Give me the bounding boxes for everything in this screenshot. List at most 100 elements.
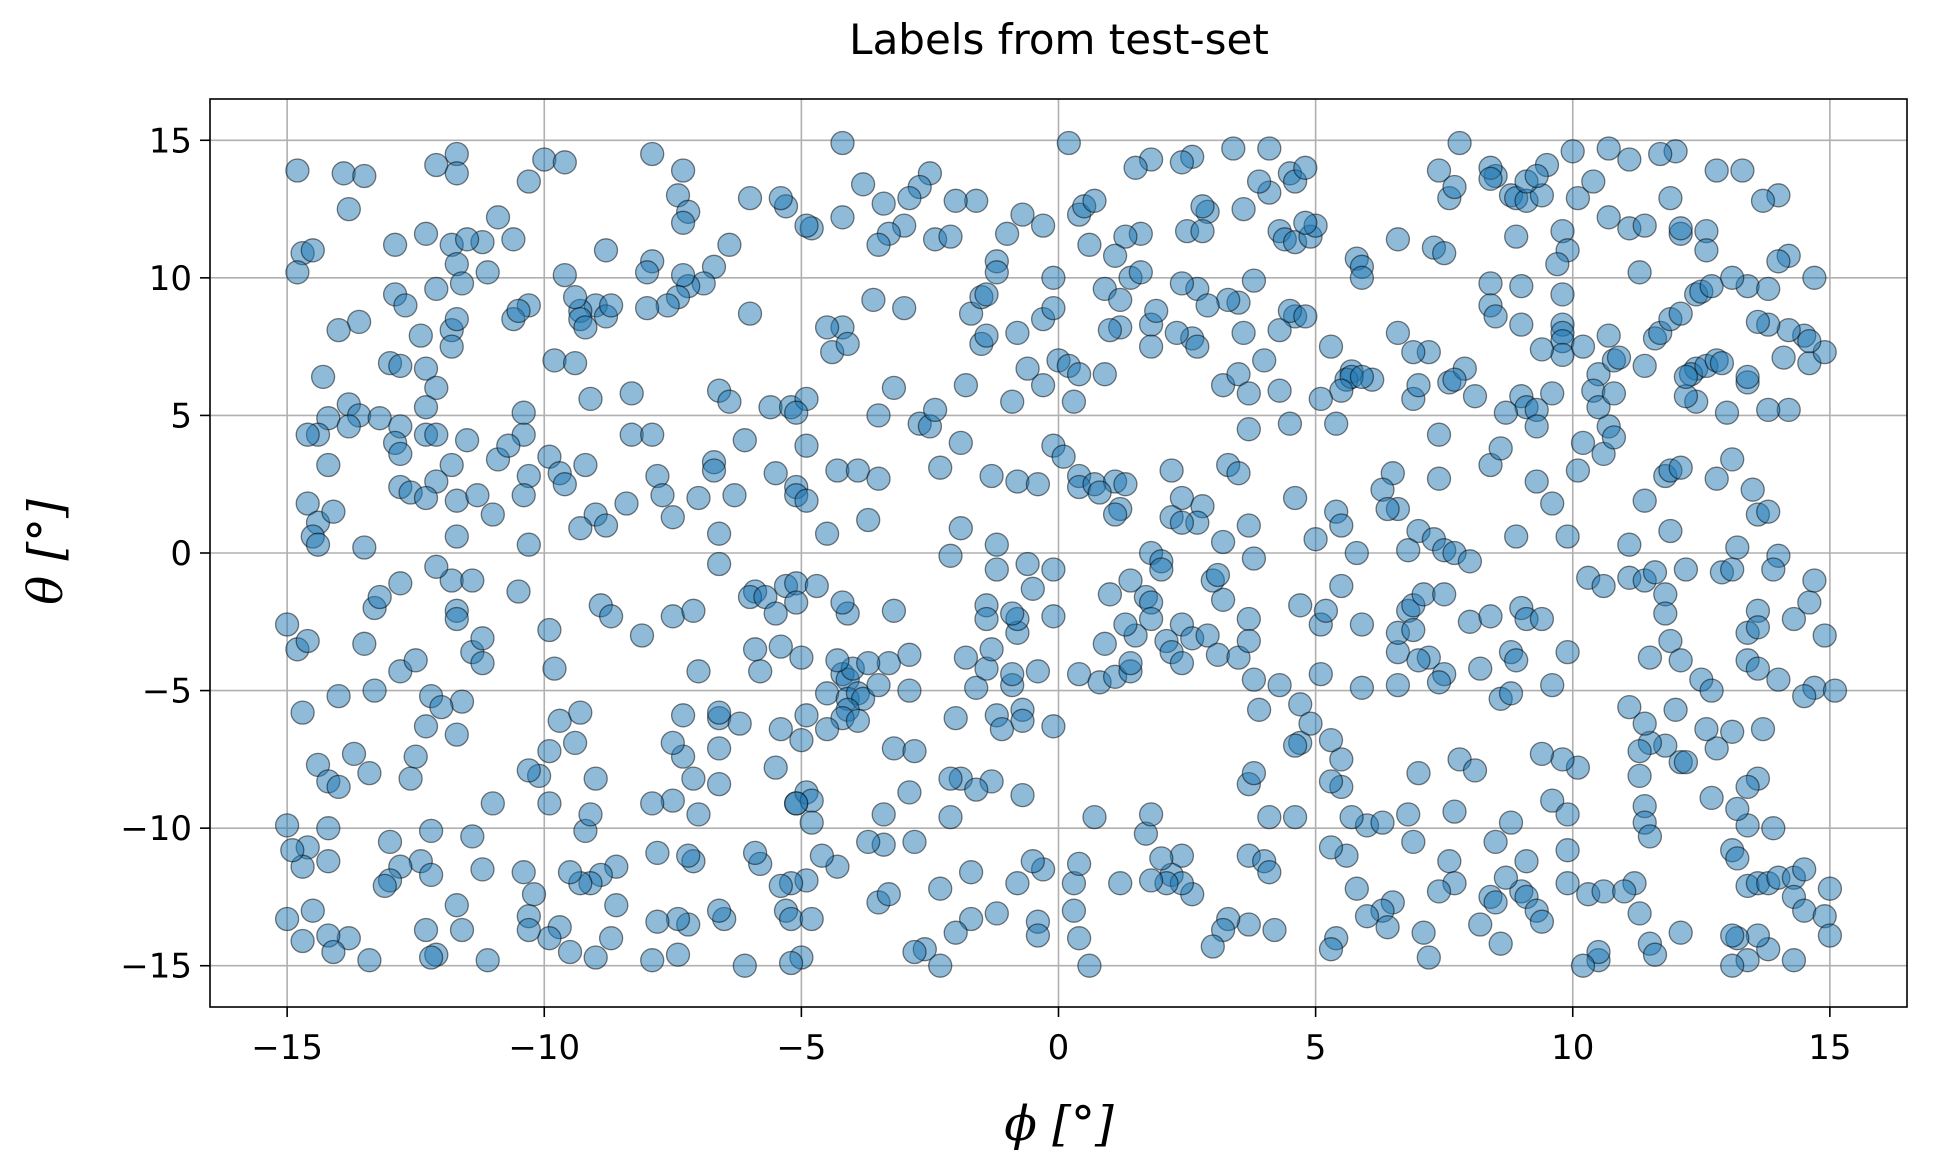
data-point — [706, 771, 732, 797]
data-point — [1113, 612, 1138, 637]
data-point — [1375, 496, 1400, 522]
data-point — [845, 458, 871, 483]
data-point — [1714, 400, 1740, 425]
data-point — [634, 260, 660, 285]
data-point — [1498, 810, 1524, 835]
data-point — [454, 227, 480, 252]
data-point — [1709, 350, 1735, 376]
data-point — [1066, 926, 1092, 951]
data-point — [897, 678, 922, 703]
data-point — [1524, 163, 1549, 189]
data-point — [285, 260, 310, 285]
data-point — [1257, 860, 1282, 885]
data-point — [1570, 430, 1596, 456]
data-point — [1745, 923, 1771, 948]
data-point — [706, 898, 732, 923]
data-point — [1159, 458, 1184, 483]
data-point — [1627, 763, 1652, 789]
data-point — [290, 928, 315, 954]
data-point — [1555, 871, 1580, 896]
data-point — [1020, 576, 1045, 601]
data-point — [1097, 317, 1123, 343]
data-point — [1776, 397, 1801, 423]
data-point — [444, 306, 469, 332]
data-point — [1041, 557, 1066, 582]
data-point — [460, 824, 485, 849]
data-point — [1658, 185, 1683, 211]
data-point — [1730, 158, 1755, 183]
data-point — [1720, 923, 1745, 948]
x-tick-label: −15 — [251, 1028, 323, 1068]
data-point — [1514, 849, 1539, 874]
data-point — [1385, 320, 1411, 346]
data-point — [1570, 334, 1596, 359]
data-point — [1673, 557, 1699, 582]
data-point — [1092, 362, 1117, 387]
data-point — [1468, 912, 1493, 937]
data-point — [845, 708, 871, 733]
data-point — [316, 816, 341, 841]
data-point — [1025, 923, 1051, 948]
data-point — [1699, 678, 1724, 703]
data-point — [1401, 617, 1426, 643]
data-point — [573, 452, 598, 478]
data-point — [1447, 130, 1472, 156]
data-point — [1077, 232, 1102, 257]
data-point — [1257, 136, 1282, 161]
data-point — [321, 499, 346, 524]
data-point — [1735, 364, 1760, 390]
data-point — [1061, 389, 1087, 414]
data-point — [1529, 741, 1555, 767]
data-point — [717, 232, 742, 257]
data-point — [1396, 802, 1421, 827]
data-point — [439, 452, 464, 478]
data-point — [1221, 136, 1246, 161]
data-point — [1329, 747, 1354, 772]
data-point — [1504, 224, 1529, 249]
data-point — [1478, 604, 1503, 629]
data-point — [593, 238, 619, 263]
data-point — [1169, 150, 1195, 175]
data-point — [1226, 362, 1251, 387]
data-point — [742, 637, 768, 662]
data-point — [1426, 158, 1452, 183]
data-point — [1725, 796, 1750, 822]
data-point — [1241, 268, 1267, 293]
data-point — [1560, 139, 1585, 164]
data-point — [964, 188, 989, 213]
data-point — [1591, 879, 1616, 904]
data-point — [516, 758, 541, 783]
data-point — [1457, 609, 1483, 634]
data-point — [856, 650, 881, 676]
data-point — [408, 323, 433, 348]
data-point — [1185, 334, 1210, 359]
data-point — [1606, 345, 1632, 370]
y-axis-label: θ [°] — [18, 499, 74, 605]
data-point — [506, 579, 531, 604]
data-point — [1298, 711, 1323, 736]
data-point — [1138, 868, 1164, 893]
data-point — [640, 791, 665, 816]
data-point — [1550, 342, 1575, 368]
data-point — [1704, 736, 1729, 761]
data-point — [454, 428, 480, 453]
data-point — [1190, 194, 1215, 219]
data-point — [357, 948, 382, 973]
data-point — [1190, 218, 1215, 244]
data-point — [1000, 601, 1025, 626]
data-point — [1066, 362, 1092, 387]
data-point — [1720, 719, 1745, 744]
data-point — [1617, 694, 1642, 720]
data-point — [367, 584, 392, 610]
data-point — [1005, 871, 1030, 896]
data-point — [784, 791, 809, 816]
data-point — [424, 276, 449, 302]
data-point — [1241, 667, 1267, 692]
data-point — [825, 648, 850, 673]
data-point — [1082, 804, 1107, 830]
data-point — [1010, 202, 1035, 227]
data-point — [938, 224, 963, 249]
data-point — [413, 395, 439, 420]
data-point — [1720, 447, 1745, 472]
